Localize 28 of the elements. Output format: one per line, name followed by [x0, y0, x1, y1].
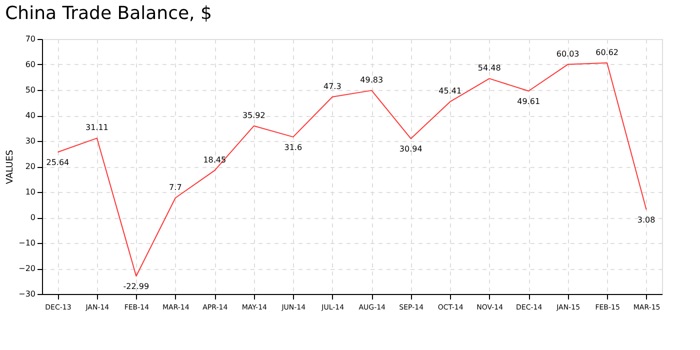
data-label: 45.41	[438, 86, 462, 96]
y-tick-label: 60	[25, 60, 36, 69]
data-label: 31.6	[284, 142, 302, 152]
y-tick-label: 0	[30, 213, 36, 222]
data-label: 25.64	[46, 158, 70, 168]
data-label: -22.99	[123, 282, 150, 292]
y-tick-label: 50	[25, 86, 36, 94]
data-label: 60.03	[556, 49, 580, 58]
data-label: 3.08	[637, 216, 656, 225]
y-tick-label: 40	[25, 111, 36, 120]
data-label: 30.94	[399, 144, 422, 154]
y-tick-label: 70	[25, 34, 36, 44]
data-label: 49.83	[360, 75, 384, 84]
data-label: 7.7	[169, 182, 182, 192]
data-label: 54.48	[478, 64, 501, 73]
y-tick-label: 30	[25, 136, 36, 146]
data-label: 49.61	[517, 96, 540, 106]
y-tick-label: −30	[18, 290, 36, 298]
data-label: 47.3	[323, 82, 342, 91]
data-label: 60.62	[596, 48, 619, 57]
y-tick-label: 20	[25, 162, 36, 171]
data-label: 31.11	[85, 123, 108, 132]
data-label: 35.92	[242, 110, 266, 120]
y-axis-title: VALUES	[6, 150, 16, 184]
y-tick-label: −10	[18, 238, 36, 248]
y-tick-label: −20	[18, 264, 36, 273]
chart-title: China Trade Balance, $	[5, 3, 212, 24]
y-tick-label: 10	[25, 188, 36, 196]
